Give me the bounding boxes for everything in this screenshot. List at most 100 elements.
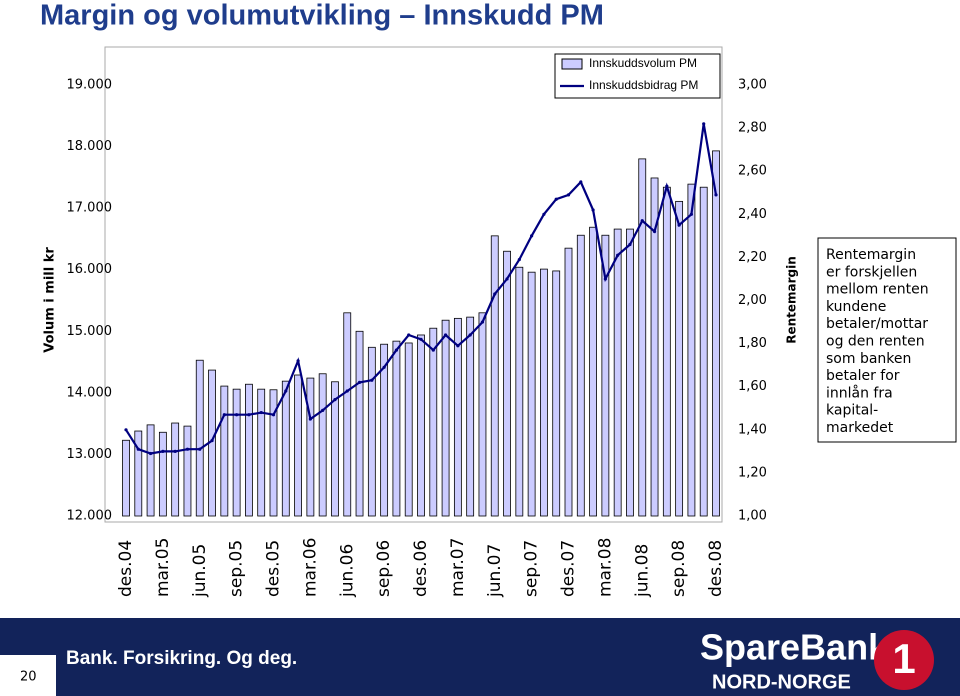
line-point — [542, 212, 546, 216]
bar — [712, 150, 720, 517]
x-tick-label: sep.08 — [669, 540, 689, 597]
line-point — [554, 197, 558, 201]
note-line: kapital- — [826, 403, 878, 419]
bar — [257, 388, 266, 517]
line-point — [603, 277, 607, 281]
line-point — [468, 333, 472, 337]
bar — [343, 312, 352, 517]
note-line: og den renten — [826, 334, 925, 350]
line-point — [357, 380, 362, 384]
bar — [380, 343, 389, 517]
bar — [564, 247, 573, 517]
line-point — [210, 438, 214, 443]
line-point — [124, 428, 128, 432]
chart-title: Margin og volumutvikling – Innskudd PM — [40, 0, 604, 32]
line-point — [321, 408, 325, 413]
note-line: betaler/mottar — [826, 316, 928, 332]
line-point — [640, 219, 644, 223]
y2-tick-label: 2,20 — [738, 250, 767, 265]
x-tick-label: mar.05 — [153, 538, 173, 597]
x-tick-label: des.06 — [411, 540, 431, 597]
x-tick-label: mar.06 — [300, 538, 320, 597]
line-point — [345, 389, 349, 393]
y2-tick-label: 2,40 — [738, 207, 767, 222]
bar — [171, 422, 180, 517]
y2-tick-label: 3,00 — [738, 78, 767, 93]
line-point — [689, 212, 694, 216]
bar — [478, 312, 487, 517]
x-tick-label: des.08 — [706, 540, 726, 597]
x-tick-label: des.05 — [264, 540, 284, 597]
bar — [134, 430, 143, 517]
y-tick-label: 16.000 — [67, 262, 113, 277]
y-tick-label: 13.000 — [67, 447, 113, 462]
bar — [576, 234, 585, 517]
line-point — [714, 193, 718, 197]
line-point — [591, 208, 595, 212]
note-box — [817, 237, 957, 443]
note-line: er forskjellen — [826, 264, 917, 280]
y2-tick-label: 2,60 — [738, 164, 767, 179]
line-point — [456, 344, 460, 348]
line-point — [308, 417, 312, 421]
note-line: som banken — [826, 351, 911, 367]
bar — [601, 234, 610, 517]
bar — [195, 359, 204, 517]
y-tick-label: 19.000 — [67, 78, 113, 93]
note-line: betaler for — [826, 368, 900, 384]
bar — [552, 270, 561, 517]
bar — [687, 183, 696, 517]
line-point — [259, 410, 263, 415]
x-tick-label: sep.06 — [374, 540, 394, 597]
bar — [613, 228, 622, 517]
line-point — [394, 348, 399, 352]
bar — [675, 200, 684, 517]
line-point — [148, 451, 153, 456]
bar — [158, 431, 167, 517]
line-point — [173, 449, 177, 453]
bar — [429, 327, 438, 517]
x-tick-label: jun.07 — [485, 544, 505, 598]
line-point — [370, 378, 374, 382]
bar — [245, 383, 253, 517]
bar — [540, 268, 548, 517]
line-point — [480, 320, 485, 324]
x-tick-label: jun.06 — [337, 544, 357, 598]
bar — [650, 177, 659, 517]
line-point — [333, 398, 337, 402]
bar — [589, 226, 597, 517]
bar — [527, 271, 536, 517]
line-point — [136, 447, 140, 451]
logo-mark: 1 — [892, 635, 915, 682]
brand: SpareBank — [700, 627, 889, 668]
x-tick-label: sep.05 — [227, 540, 247, 597]
bar — [466, 316, 475, 517]
line-point — [235, 413, 239, 417]
bar — [490, 235, 499, 517]
bar — [515, 266, 524, 517]
line-point — [579, 180, 583, 184]
y2-tick-label: 1,40 — [738, 422, 767, 437]
y-tick-label: 14.000 — [67, 385, 113, 400]
line-point — [443, 333, 448, 337]
y2-axis-label: Rentemargin — [785, 256, 799, 344]
bar — [281, 380, 290, 517]
bar — [662, 186, 671, 517]
y2-tick-label: 1,00 — [738, 509, 767, 524]
y2-tick-label: 2,80 — [738, 121, 767, 136]
bar — [269, 389, 278, 517]
line-point — [407, 333, 411, 337]
line-point — [677, 223, 681, 227]
x-tick-label: jun.05 — [190, 544, 210, 598]
bar — [331, 381, 339, 517]
bar — [220, 385, 229, 517]
x-tick-label: jun.08 — [632, 544, 652, 598]
line-point — [702, 122, 706, 126]
bar — [318, 373, 327, 517]
bar — [503, 250, 511, 517]
footer-band — [0, 618, 960, 696]
line-point — [271, 413, 276, 417]
legend-swatch — [561, 58, 583, 70]
